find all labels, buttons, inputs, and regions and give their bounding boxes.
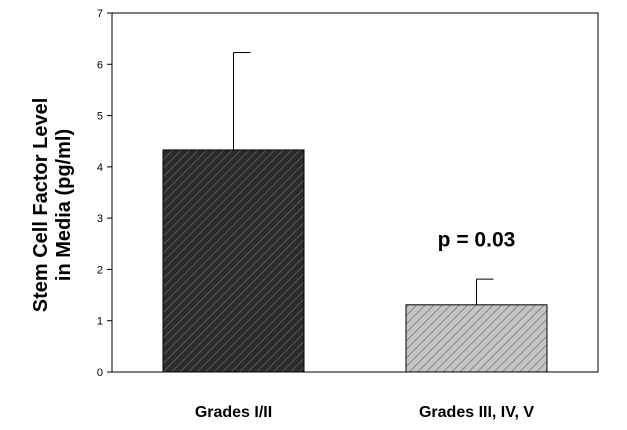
y-tick-label: 5 [97, 111, 103, 123]
error-bar-2 [476, 278, 494, 305]
plot-frame [111, 12, 599, 373]
y-tick-label: 0 [97, 367, 103, 379]
category-label-2: Grades III, IV, V [419, 404, 534, 421]
y-tick-label: 2 [97, 264, 103, 276]
bar-2 [405, 304, 548, 373]
error-bar-1 [233, 51, 251, 150]
y-tick-label: 1 [97, 316, 103, 328]
error-bars [233, 51, 494, 305]
y-axis-ticks: 0 1 2 3 4 5 6 7 [97, 8, 112, 379]
category-label-1: Grades I/II [195, 404, 272, 421]
y-tick-label: 3 [97, 213, 103, 225]
p-value-annotation: p = 0.03 [438, 228, 516, 251]
y-axis-label-line-2: in Media (pg/ml) [53, 129, 75, 281]
y-tick-label: 7 [97, 8, 103, 20]
bars [162, 149, 548, 373]
y-axis-label-line-1: Stem Cell Factor Level [30, 98, 52, 313]
y-tick-label: 4 [97, 162, 103, 174]
annotations: p = 0.03 [438, 228, 516, 251]
bar-1 [162, 149, 305, 373]
y-tick-label: 6 [97, 59, 103, 71]
y-axis-label: Stem Cell Factor Level in Media (pg/ml) [30, 98, 75, 313]
category-labels: Grades I/II Grades III, IV, V [195, 404, 535, 421]
